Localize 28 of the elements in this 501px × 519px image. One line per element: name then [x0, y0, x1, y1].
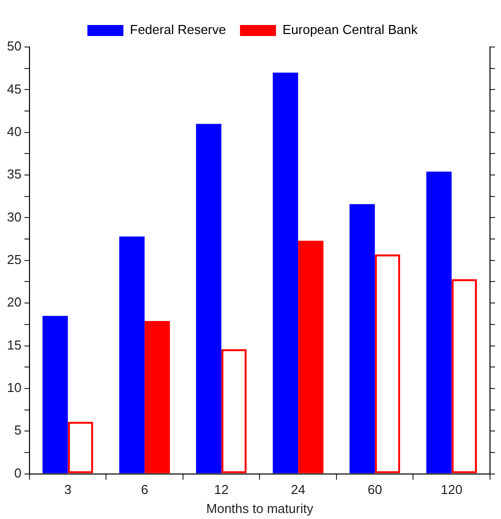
bar: [272, 72, 298, 474]
bar: [426, 172, 452, 474]
y-tick-label: 35: [6, 166, 22, 182]
y-tick-label: 25: [6, 252, 22, 267]
y-tick-label: 10: [6, 380, 22, 396]
y-tick-label: 5: [14, 422, 22, 438]
bar: [350, 204, 375, 474]
x-tick-label: 3: [64, 482, 72, 498]
bar: [119, 236, 145, 474]
bar: [298, 240, 324, 474]
y-tick-label: 20: [6, 294, 22, 310]
x-axis-title: Months to maturity: [206, 500, 314, 516]
x-tick-label: 12: [214, 482, 229, 498]
x-tick-label: 120: [440, 482, 462, 498]
y-tick-label: 50: [6, 38, 22, 54]
bar: [144, 321, 170, 474]
bar: [196, 124, 222, 474]
y-tick-label: 40: [6, 124, 22, 139]
x-tick-label: 60: [368, 482, 382, 498]
x-tick-label: 6: [140, 482, 148, 498]
legend-label: Federal Reserve: [130, 22, 226, 38]
y-tick-label: 45: [6, 81, 22, 96]
y-tick-label: 0: [14, 465, 22, 480]
x-tick-label: 24: [290, 482, 306, 498]
y-tick-label: 30: [6, 209, 22, 224]
legend-label: European Central Bank: [282, 22, 418, 38]
y-tick-label: 15: [6, 337, 22, 352]
bar: [42, 316, 68, 474]
